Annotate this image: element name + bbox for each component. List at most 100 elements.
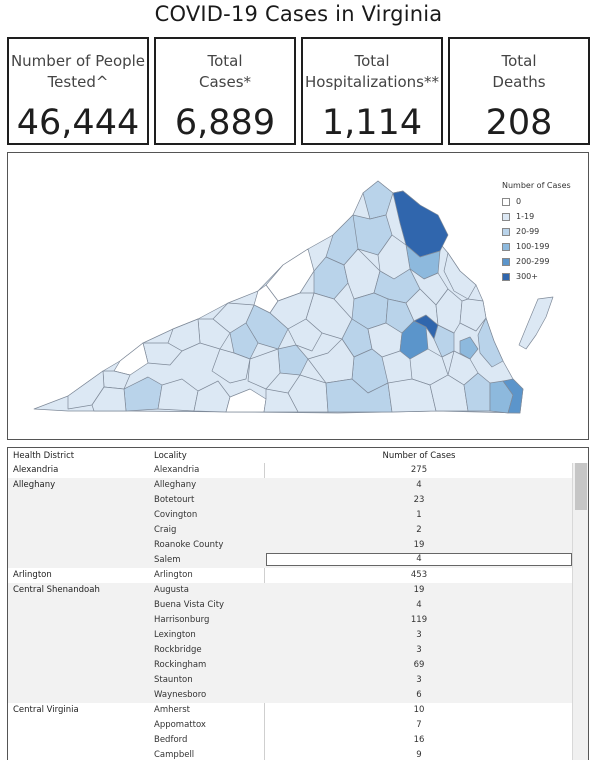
kpi-label-line: Cases*	[198, 73, 252, 91]
column-header-locality[interactable]: Locality	[154, 451, 187, 461]
district-name[interactable]: Alexandria	[13, 465, 59, 475]
locality-cell[interactable]: Campbell	[154, 750, 195, 760]
locality-cell[interactable]: Rockbridge	[154, 645, 202, 655]
table-row[interactable]: Salem 4	[8, 553, 572, 568]
kpi-label: Number of People Tested^	[9, 51, 147, 93]
locality-cell[interactable]: Buena Vista City	[154, 600, 225, 610]
cases-cell[interactable]: 3	[416, 675, 422, 685]
kpi-label-line: Hospitalizations**	[305, 73, 439, 91]
map-panel[interactable]: Number of Cases 0 1-19 20-99 100-199 200…	[7, 152, 589, 440]
cases-cell[interactable]: 69	[413, 660, 425, 670]
locality-cell[interactable]: Covington	[154, 510, 198, 520]
county-region	[287, 374, 329, 413]
table-row[interactable]: Buena Vista City 4	[8, 598, 572, 613]
cases-cell[interactable]: 6	[416, 690, 422, 700]
table-row[interactable]: Covington 1	[8, 508, 572, 523]
county-region	[229, 322, 259, 360]
scrollbar-thumb[interactable]	[575, 463, 587, 510]
county-region	[287, 318, 323, 352]
cases-cell[interactable]: 9	[416, 750, 422, 760]
table-row[interactable]: Harrisonburg 119	[8, 613, 572, 628]
kpi-label-line: Total	[207, 52, 243, 70]
kpi-total-deaths[interactable]: Total Deaths 208	[448, 37, 590, 145]
cases-cell[interactable]: 7	[416, 720, 422, 730]
virginia-choropleth-map[interactable]	[8, 153, 589, 440]
cases-table[interactable]: Health District Locality Number of Cases…	[7, 447, 589, 760]
locality-cell[interactable]: Augusta	[154, 585, 189, 595]
vertical-scrollbar[interactable]	[572, 463, 588, 760]
table-row[interactable]: Alexandria 275	[8, 463, 572, 478]
locality-cell[interactable]: Amherst	[154, 705, 190, 715]
cases-cell[interactable]: 119	[410, 615, 428, 625]
table-row[interactable]: Waynesboro 6	[8, 688, 572, 703]
kpi-people-tested[interactable]: Number of People Tested^ 46,444	[7, 37, 149, 145]
kpi-total-cases[interactable]: Total Cases* 6,889	[154, 37, 296, 145]
locality-cell[interactable]: Staunton	[154, 675, 193, 685]
table-row[interactable]: Amherst 10	[8, 703, 572, 718]
table-row[interactable]: Craig 2	[8, 523, 572, 538]
locality-cell[interactable]: Craig	[154, 525, 177, 535]
cases-cell[interactable]: 1	[416, 510, 422, 520]
table-row[interactable]: Bedford 16	[8, 733, 572, 748]
column-header-district[interactable]: Health District	[13, 451, 75, 461]
legend-item[interactable]: 100-199	[502, 239, 571, 254]
cases-cell[interactable]: 4	[416, 600, 422, 610]
table-row[interactable]: Rockbridge 3	[8, 643, 572, 658]
county-region	[502, 378, 524, 414]
locality-cell[interactable]: Alleghany	[154, 480, 197, 490]
district-name[interactable]: Central Shenandoah	[13, 585, 100, 595]
locality-cell[interactable]: Botetourt	[154, 495, 195, 505]
county-region	[477, 317, 504, 368]
cases-cell[interactable]: 16	[413, 735, 425, 745]
cases-cell[interactable]: 3	[416, 630, 422, 640]
cases-cell[interactable]: 4	[416, 480, 422, 490]
table-row[interactable]: Appomattox 7	[8, 718, 572, 733]
legend-item[interactable]: 200-299	[502, 254, 571, 269]
locality-cell[interactable]: Harrisonburg	[154, 615, 210, 625]
county-region	[392, 190, 449, 258]
locality-cell[interactable]: Roanoke County	[154, 540, 224, 550]
district-name[interactable]: Alleghany	[13, 480, 56, 490]
locality-cell[interactable]: Salem	[154, 555, 181, 565]
cases-cell[interactable]: 19	[413, 540, 425, 550]
cases-cell[interactable]: 4	[266, 553, 572, 566]
locality-cell[interactable]: Alexandria	[154, 465, 200, 475]
cases-cell[interactable]: 10	[413, 705, 425, 715]
cases-cell[interactable]: 19	[413, 585, 425, 595]
legend-item[interactable]: 300+	[502, 269, 571, 284]
kpi-total-hospitalizations[interactable]: Total Hospitalizations** 1,114	[301, 37, 443, 145]
district-name[interactable]: Central Virginia	[13, 705, 79, 715]
table-row[interactable]: Augusta 19	[8, 583, 572, 598]
table-row[interactable]: Botetourt 23	[8, 493, 572, 508]
table-row[interactable]: Rockingham 69	[8, 658, 572, 673]
kpi-label-line: Total	[354, 52, 390, 70]
table-row[interactable]: Campbell 9	[8, 748, 572, 760]
locality-cell[interactable]: Rockingham	[154, 660, 207, 670]
table-row[interactable]: Alleghany 4	[8, 478, 572, 493]
locality-cell[interactable]: Appomattox	[154, 720, 206, 730]
district-name[interactable]: Arlington	[13, 570, 52, 580]
locality-cell[interactable]: Bedford	[154, 735, 188, 745]
table-row[interactable]: Arlington 453	[8, 568, 572, 583]
table-row[interactable]: Roanoke County 19	[8, 538, 572, 553]
cases-cell[interactable]: 453	[410, 570, 428, 580]
table-row[interactable]: Lexington 3	[8, 628, 572, 643]
legend-item[interactable]: 0	[502, 194, 571, 209]
kpi-label: Total Cases*	[156, 51, 294, 93]
locality-cell[interactable]: Waynesboro	[154, 690, 207, 700]
legend-item[interactable]: 20-99	[502, 224, 571, 239]
legend-item[interactable]: 1-19	[502, 209, 571, 224]
column-header-cases[interactable]: Number of Cases	[382, 451, 456, 461]
table-row[interactable]: Staunton 3	[8, 673, 572, 688]
district-group: Alexandria Alexandria 275	[8, 463, 572, 478]
page-title: COVID-19 Cases in Virginia	[154, 2, 443, 26]
county-region	[459, 336, 479, 360]
county-region	[433, 324, 455, 358]
cases-cell[interactable]: 3	[416, 645, 422, 655]
locality-cell[interactable]: Arlington	[154, 570, 193, 580]
cases-cell[interactable]: 275	[410, 465, 428, 475]
kpi-value: 46,444	[16, 103, 140, 143]
cases-cell[interactable]: 2	[416, 525, 422, 535]
cases-cell[interactable]: 23	[413, 495, 425, 505]
locality-cell[interactable]: Lexington	[154, 630, 196, 640]
